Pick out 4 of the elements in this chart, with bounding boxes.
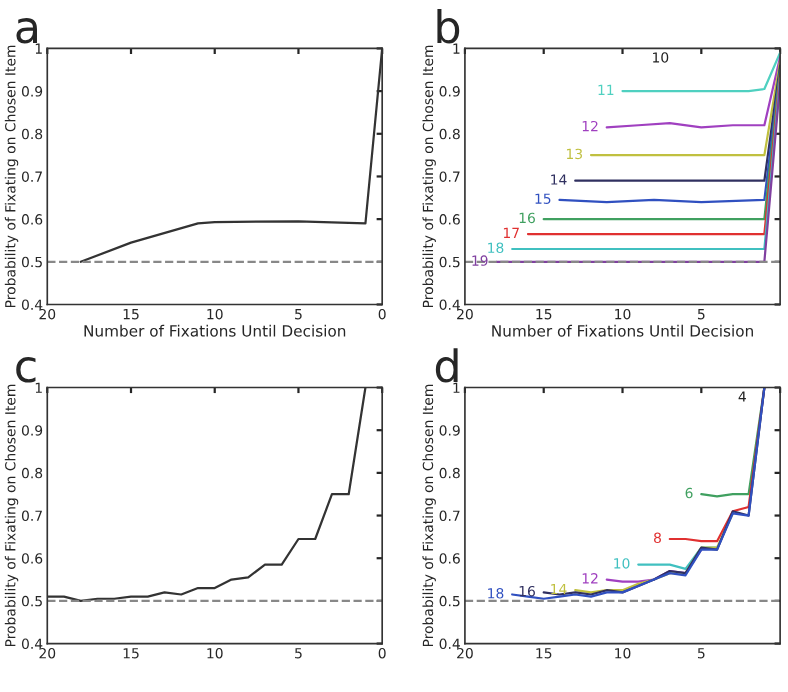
chart-title: c [16,357,36,383]
chart-title: d [435,348,458,383]
chart-title: b [437,9,460,44]
chart-title: a [16,18,37,44]
